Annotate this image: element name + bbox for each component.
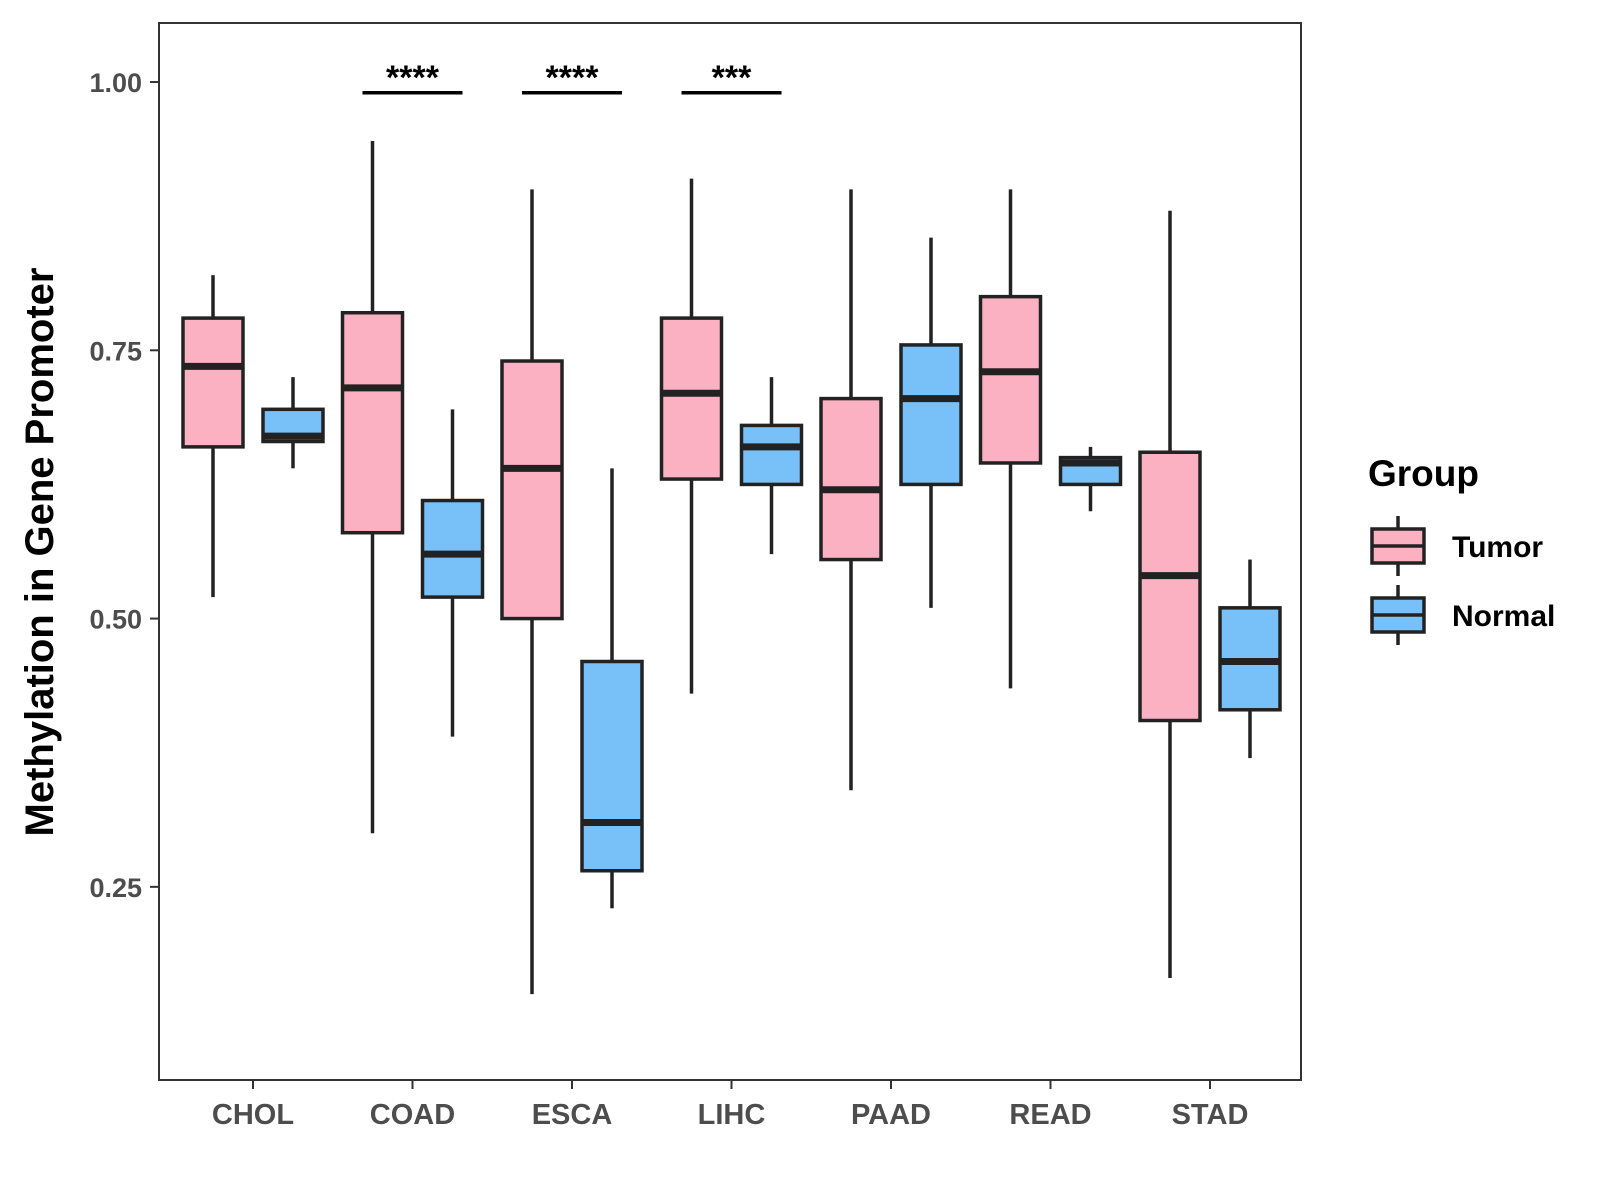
legend-title: Group xyxy=(1368,453,1479,494)
y-tick-label: 0.50 xyxy=(89,605,142,635)
box-normal-chol xyxy=(261,377,325,469)
legend-label-normal: Normal xyxy=(1452,600,1555,633)
box-iqr xyxy=(899,343,963,487)
y-axis: 0.25 0.50 0.75 1.00 xyxy=(89,68,159,903)
significance-label: **** xyxy=(546,59,600,97)
legend: Group Tumor Normal xyxy=(1368,453,1555,645)
y-axis-label: Methylation in Gene Promoter xyxy=(18,268,62,837)
x-tick-label: ESCA xyxy=(532,1099,613,1131)
box-iqr xyxy=(580,659,644,873)
annotations-layer: **** **** *** xyxy=(362,59,782,97)
box-tumor-coad xyxy=(340,141,405,834)
box-tumor-lihc xyxy=(659,178,724,694)
box-iqr xyxy=(500,359,564,621)
box-iqr xyxy=(1138,450,1202,723)
x-tick-label: PAAD xyxy=(851,1099,931,1131)
box-normal-read xyxy=(1058,446,1123,512)
x-tick-label: CHOL xyxy=(212,1099,294,1131)
box-iqr xyxy=(181,316,245,449)
legend-key-normal xyxy=(1370,585,1426,645)
box-tumor-paad xyxy=(819,189,883,791)
significance-label: **** xyxy=(386,59,440,97)
x-tick-label: COAD xyxy=(370,1099,455,1131)
box-iqr xyxy=(978,294,1043,465)
box-tumor-read xyxy=(978,189,1043,689)
box-iqr xyxy=(819,396,883,562)
x-tick-label: STAD xyxy=(1172,1099,1249,1131)
box-tumor-stad xyxy=(1138,210,1202,979)
box-tumor-esca xyxy=(500,189,564,995)
x-tick-label: LIHC xyxy=(698,1099,766,1131)
box-iqr xyxy=(739,423,804,487)
boxes-layer xyxy=(181,141,1282,995)
plot-panel xyxy=(158,22,1302,1081)
x-axis: CHOL COAD ESCA LIHC PAAD READ STAD xyxy=(212,1080,1248,1131)
box-normal-lihc xyxy=(739,377,804,555)
legend-label-tumor: Tumor xyxy=(1452,531,1543,564)
box-normal-paad xyxy=(899,237,963,608)
x-tick-label: READ xyxy=(1009,1099,1091,1131)
legend-key-tumor xyxy=(1370,516,1426,576)
significance-label: *** xyxy=(712,59,752,97)
box-iqr xyxy=(659,316,724,481)
box-iqr xyxy=(340,310,405,535)
box-normal-esca xyxy=(580,468,644,909)
box-tumor-chol xyxy=(181,275,245,598)
box-iqr xyxy=(420,498,485,599)
y-tick-label: 0.75 xyxy=(89,336,142,366)
box-normal-coad xyxy=(420,409,485,737)
y-tick-label: 0.25 xyxy=(89,873,142,903)
y-tick-label: 1.00 xyxy=(89,68,142,98)
box-normal-stad xyxy=(1218,559,1282,759)
